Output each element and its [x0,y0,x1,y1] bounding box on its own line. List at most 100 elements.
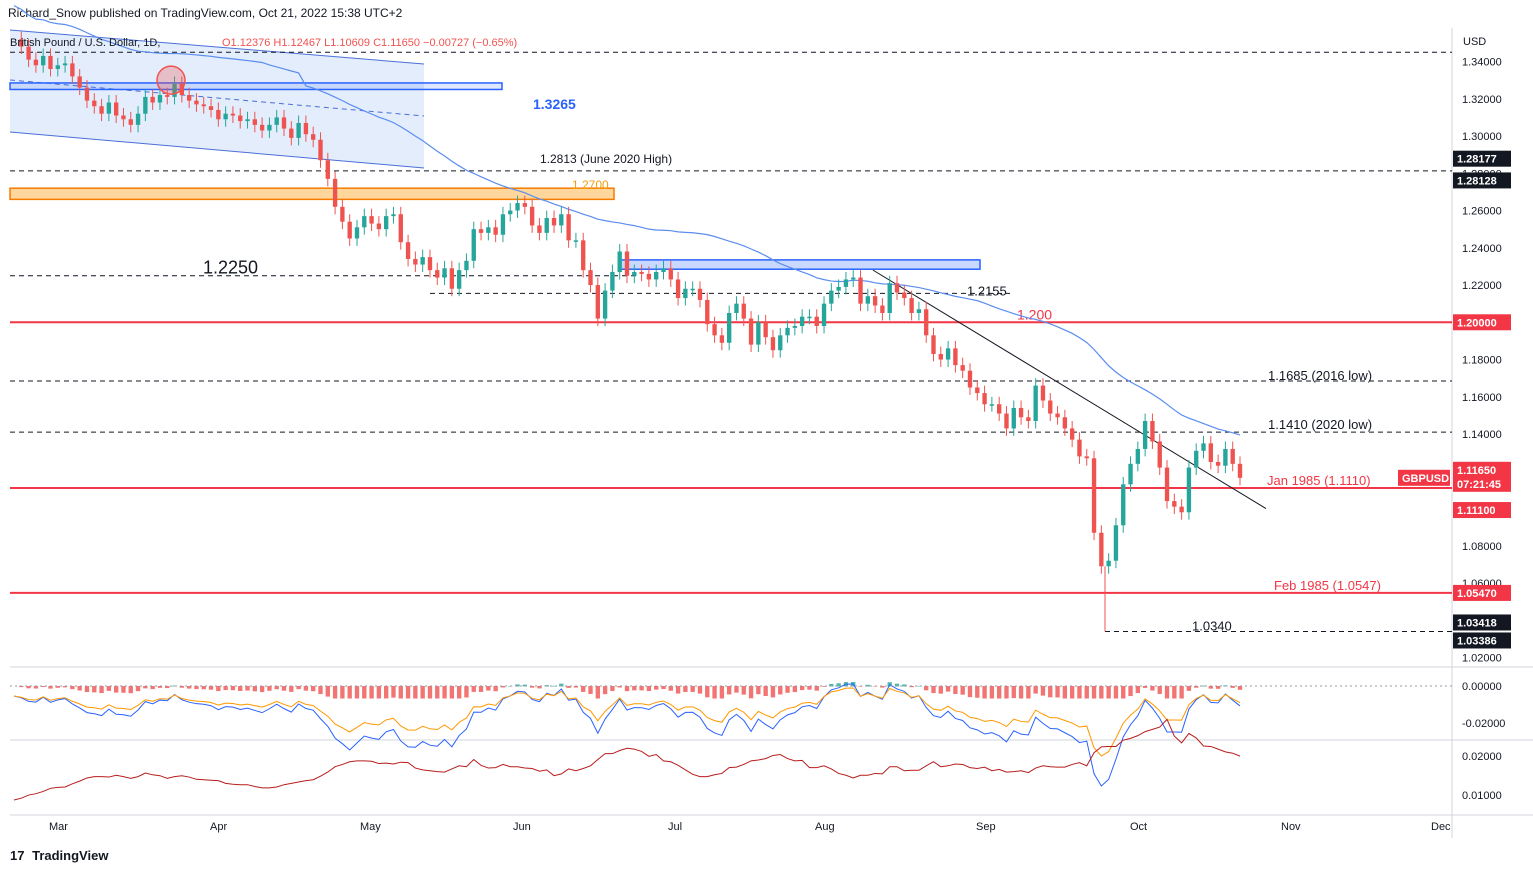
month-label-sep: Sep [976,821,996,833]
price-badge-5: 07:21:45 [1457,479,1501,491]
candle-body-96 [712,324,717,336]
candle-body-7 [62,63,68,66]
price-badge-8: 1.03418 [1457,617,1497,629]
candle-body-17 [135,113,141,125]
candle-body-86 [639,271,644,274]
candle-body-121 [894,283,900,293]
candle-body-61 [456,270,462,289]
macd-hist-165 [1215,686,1221,689]
price-badge-bg-5 [1453,475,1511,492]
macd-hist-38 [289,686,294,692]
macd-hist-109 [807,686,812,690]
macd-hist-131 [967,686,973,698]
candle-body-1 [19,39,24,47]
macd-hist-37 [281,686,287,691]
candle-body-85 [632,271,637,276]
macd-hist-26 [201,686,206,690]
candle-body-42 [318,139,323,161]
level-label-2: 1.2250 [203,258,258,278]
macd-hist-146 [1077,686,1082,699]
candle-body-125 [924,309,929,336]
macd-hist-56 [420,686,425,699]
macd-hist-44 [332,686,338,699]
candle-body-150 [1106,560,1111,567]
candle-body-105 [778,335,783,351]
macd-hist-50 [376,686,382,699]
candle-body-151 [1113,525,1119,561]
macd-hist-160 [1179,686,1184,699]
price-tick-2: 1.30000 [1462,131,1502,143]
candle-body-98 [726,312,732,343]
macd-hist-156 [1150,686,1155,691]
macd-hist-41 [311,686,316,692]
macd-hist-149 [1099,686,1104,699]
macd-hist-104 [770,686,776,698]
macd-hist-150 [1106,686,1111,699]
candle-body-141 [1040,385,1046,401]
price-badge-9: 1.03386 [1457,635,1497,647]
macd-hist-28 [216,686,221,692]
macd-hist-138 [1018,686,1024,699]
macd-hist-10 [84,686,90,693]
candle-body-133 [982,393,987,405]
level-label-7: Jan 1985 (1.1110) [1267,473,1371,488]
macd-hist-141 [1040,686,1046,696]
macd-hist-61 [456,686,462,699]
macd-hist-148 [1091,686,1097,699]
macd-hist-70 [522,684,528,687]
price-badge-bg-9 [1453,632,1511,649]
candle-body-12 [99,106,104,114]
macd-hist-153 [1128,686,1133,697]
macd-hist-46 [347,686,352,699]
macd-hist-128 [945,686,951,692]
candle-body-14 [113,102,119,116]
candle-body-64 [478,229,484,233]
candle-body-32 [245,119,250,122]
macd-hist-63 [471,686,476,692]
zone-label-1-2700: 1.2700 [572,178,609,192]
macd-hist-66 [493,686,498,692]
candle-body-119 [880,305,885,313]
candle-body-41 [311,134,316,140]
tradingview-brand-label: TradingView [32,848,109,863]
macd-hist-75 [559,683,564,687]
candle-body-114 [843,279,849,287]
candle-body-93 [690,288,695,291]
macd-hist-163 [1201,685,1206,687]
macd-hist-139 [1026,686,1031,699]
candle-body-77 [573,240,579,242]
macd-hist-20 [157,686,163,688]
price-tick-6: 1.22000 [1462,280,1502,292]
macd-hist-60 [449,686,455,699]
candle-body-82 [610,271,615,291]
macd-hist-15 [121,686,126,693]
candle-body-78 [581,240,586,271]
candle-body-127 [938,353,943,360]
candle-body-116 [858,277,863,304]
macd-hist-21 [165,686,170,689]
macd-hist-168 [1237,686,1243,690]
signal-line [13,687,1241,757]
macd-hist-102 [756,686,761,695]
macd-hist-83 [617,686,622,688]
macd-hist-11 [92,686,97,693]
macd-hist-167 [1230,686,1235,688]
candle-body-80 [595,285,600,319]
candle-body-144 [1062,417,1068,429]
candle-body-68 [508,210,513,215]
candle-body-53 [398,214,403,243]
macd-hist-95 [705,686,710,698]
level-label-9: 1.0340 [1192,618,1232,633]
candle-body-117 [865,296,870,304]
month-label-nov: Nov [1281,821,1301,833]
price-badge-bg-0 [1453,150,1511,167]
candle-body-2 [26,46,31,60]
macd-hist-88 [654,686,659,690]
macd-hist-17 [135,686,141,692]
macd-hist-103 [763,686,768,697]
candle-body-157 [1157,441,1162,468]
tradingview-brand[interactable]: 17 TradingView [10,848,108,863]
macd-hist-85 [632,686,637,691]
candle-body-142 [1048,400,1053,414]
